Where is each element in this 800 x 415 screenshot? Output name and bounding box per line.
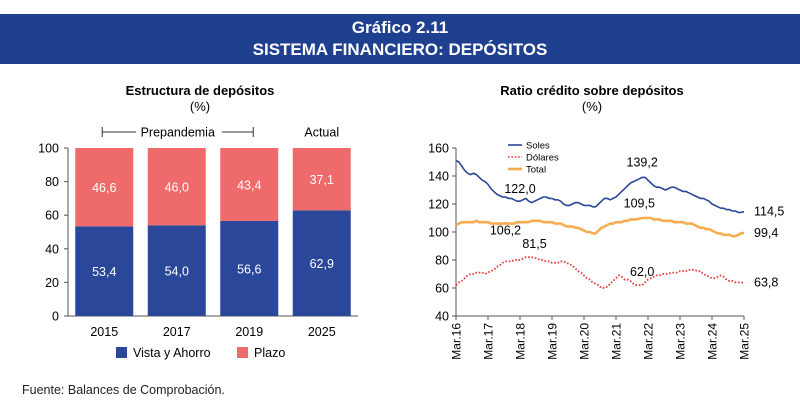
bar-value-label: 54,0 <box>165 265 189 279</box>
x-tick-label: Mar.19 <box>546 323 560 360</box>
data-label: 99,4 <box>754 226 778 240</box>
legend-label-dolares: Dólares <box>526 153 559 164</box>
credit-deposit-ratio-chart: Ratio crédito sobre depósitos(%) 40 60 80 10… <box>428 83 784 360</box>
y-tick-label: 40 <box>435 310 449 324</box>
x-tick-label: Mar.18 <box>514 323 528 360</box>
bar-plazo <box>220 148 279 221</box>
data-label: 122,0 <box>504 182 535 196</box>
bar-value-label: 53,4 <box>92 265 116 279</box>
legend-swatch-plazo <box>237 347 248 358</box>
data-label: 114,5 <box>754 205 784 219</box>
y-tick-label: 140 <box>428 170 449 184</box>
x-tick-label: Mar.20 <box>578 323 592 360</box>
data-label: 139,2 <box>627 155 658 169</box>
data-label: 106,2 <box>490 223 521 237</box>
y-tick-label: 100 <box>38 142 59 156</box>
y-tick-label: 80 <box>435 254 449 268</box>
legend-label-vista: Vista y Ahorro <box>133 346 211 360</box>
x-tick-label: Mar.16 <box>450 323 464 360</box>
deposit-structure-chart: Estructura de depósitos(%) 0 20 40 60 80 100 53… <box>38 83 358 360</box>
y-tick-label: 20 <box>45 276 59 290</box>
legend-label-soles: Soles <box>526 141 550 152</box>
data-label: 81,5 <box>522 237 546 251</box>
actual-label: Actual <box>304 126 339 140</box>
bar-plazo <box>75 148 134 227</box>
x-tick-label: Mar.25 <box>738 323 752 360</box>
figure-title: SISTEMA FINANCIERO: DEPÓSITOS <box>252 40 548 59</box>
figure-number: Gráfico 2.11 <box>351 18 449 37</box>
x-tick-label: Mar.22 <box>642 323 656 360</box>
bar-value-label: 37,1 <box>310 173 334 187</box>
bar-value-label: 46,6 <box>92 181 116 195</box>
legend-label-plazo: Plazo <box>254 346 285 360</box>
bar-value-label: 56,6 <box>237 262 261 276</box>
x-tick-label: Mar.23 <box>674 323 688 360</box>
line-series-dolares <box>455 256 745 289</box>
x-tick-label: 2019 <box>235 325 263 339</box>
y-tick-label: 40 <box>45 242 59 256</box>
bar-value-label: 46,0 <box>165 181 189 195</box>
data-label: 63,8 <box>754 276 778 290</box>
y-tick-label: 60 <box>45 209 59 223</box>
chart-subtitle: (%) <box>582 99 602 114</box>
data-label: 109,5 <box>624 197 655 211</box>
line-series-total <box>455 216 745 238</box>
x-tick-label: Mar.21 <box>610 323 624 360</box>
bar-vista-ahorro <box>147 225 206 316</box>
x-tick-label: 2025 <box>308 325 336 339</box>
x-tick-label: Mar.24 <box>706 323 720 360</box>
bar-plazo <box>147 148 206 226</box>
legend-swatch-vista <box>116 347 127 358</box>
bar-vista-ahorro <box>292 210 351 316</box>
bar-value-label: 43,4 <box>237 178 261 192</box>
prepandemia-label: Prepandemia <box>141 126 215 140</box>
y-tick-label: 60 <box>435 282 449 296</box>
line-series-soles <box>455 159 745 214</box>
bar-plazo <box>292 148 351 211</box>
y-tick-label: 120 <box>428 198 449 212</box>
legend-label-total: Total <box>526 165 546 176</box>
y-tick-label: 80 <box>45 175 59 189</box>
chart-subtitle: (%) <box>190 99 210 114</box>
chart-title: Ratio crédito sobre depósitos <box>500 83 683 98</box>
bar-value-label: 62,9 <box>310 257 334 271</box>
y-tick-label: 160 <box>428 142 449 156</box>
bar-vista-ahorro <box>220 220 279 316</box>
source-note: Fuente: Balances de Comprobación. <box>22 383 225 397</box>
bar-vista-ahorro <box>75 226 134 316</box>
title-banner: Gráfico 2.11 SISTEMA FINANCIERO: DEPÓSIT… <box>0 14 800 64</box>
x-tick-label: 2015 <box>90 325 118 339</box>
x-tick-label: Mar.17 <box>482 323 496 360</box>
x-tick-label: 2017 <box>163 325 191 339</box>
y-tick-label: 100 <box>428 226 449 240</box>
chart-title: Estructura de depósitos <box>126 83 275 98</box>
data-label: 62,0 <box>630 265 654 279</box>
y-tick-label: 0 <box>52 310 59 324</box>
